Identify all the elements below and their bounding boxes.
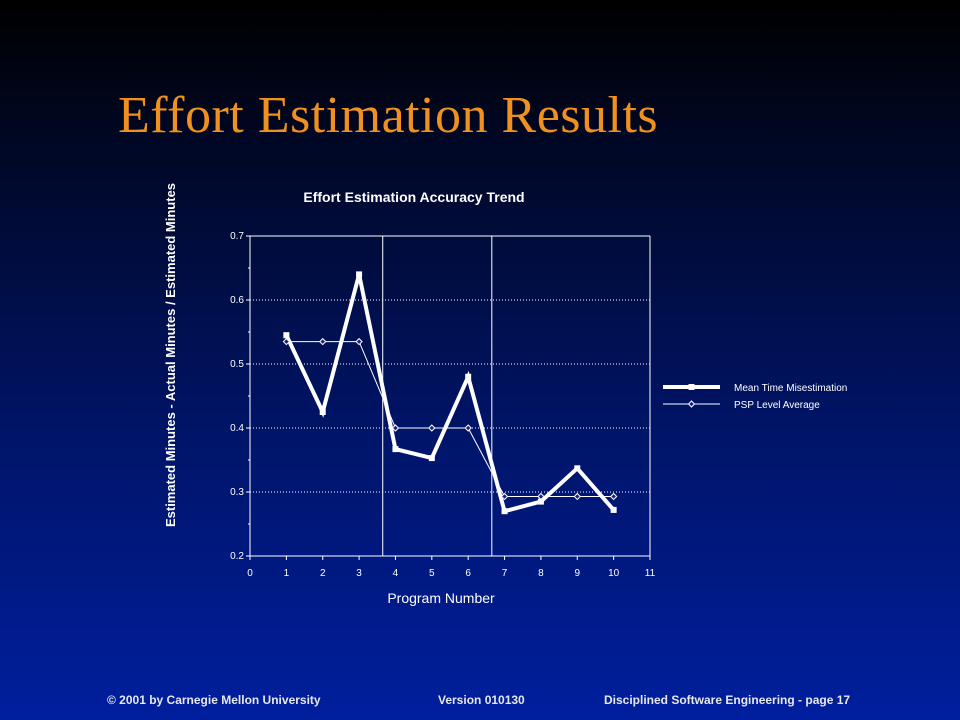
x-tick-label: 7	[502, 568, 508, 579]
data-point-psp-level	[573, 492, 581, 501]
x-tick-label: 2	[320, 568, 326, 579]
data-point-psp-level	[428, 424, 436, 432]
axes: 0.2 0.3 0.4 0.5 0.6 0.7 0 1 2 3 4 5 6 7 8 9 10 11	[230, 231, 656, 579]
data-point-mean-time	[283, 332, 290, 339]
y-tick-label: 0.5	[230, 359, 244, 370]
series-mean-time-misestimation	[284, 273, 616, 514]
data-point-mean-time	[537, 498, 544, 505]
data-point-psp-level	[355, 337, 363, 346]
y-axis-title: Estimated Minutes - Actual Minutes / Est…	[163, 183, 178, 527]
y-tick-label: 0.6	[230, 295, 244, 306]
chart-title: Effort Estimation Accuracy Trend	[303, 189, 524, 205]
y-tick-label: 0.7	[230, 231, 244, 242]
series-lines	[282, 271, 618, 515]
x-tick-label: 0	[247, 568, 253, 579]
gridlines	[250, 235, 650, 556]
data-point-mean-time	[574, 465, 581, 472]
data-point-psp-level	[319, 337, 327, 346]
legend-label: PSP Level Average	[734, 400, 820, 411]
x-tick-label: 8	[538, 568, 544, 579]
footer-copyright: © 2001 by Carnegie Mellon University	[107, 693, 321, 707]
x-tick-label: 4	[393, 568, 399, 579]
data-point-mean-time	[392, 446, 399, 453]
legend-marker-psp-level	[687, 400, 696, 408]
data-point-mean-time	[319, 409, 326, 415]
x-tick-label: 6	[465, 568, 471, 579]
y-tick-label: 0.2	[230, 551, 244, 562]
data-point-mean-time	[501, 508, 508, 515]
data-point-psp-level	[500, 492, 509, 501]
y-tick-label: 0.3	[230, 487, 244, 498]
data-point-psp-level	[609, 492, 618, 501]
legend-marker-mean-time	[688, 384, 695, 390]
data-point-mean-time	[465, 373, 472, 380]
slide-title: Effort Estimation Results	[118, 87, 659, 144]
x-tick-label: 3	[356, 568, 362, 579]
footer-version: Version 010130	[438, 693, 525, 707]
x-tick-label: 1	[284, 568, 290, 579]
series-psp-level-average	[286, 341, 614, 497]
x-axis-title: Program Number	[387, 590, 495, 606]
data-point-mean-time	[356, 271, 363, 278]
x-tick-label: 9	[574, 568, 580, 579]
legend-label: Mean Time Misestimation	[734, 383, 847, 394]
data-point-mean-time	[428, 455, 435, 462]
x-tick-label: 10	[608, 568, 620, 579]
x-tick-label: 11	[645, 568, 656, 579]
data-point-psp-level	[464, 424, 472, 432]
legend: Mean Time Misestimation PSP Level Average	[663, 383, 847, 411]
footer-page: Disciplined Software Engineering - page …	[604, 693, 851, 707]
y-tick-label: 0.4	[230, 423, 244, 434]
x-tick-label: 5	[429, 568, 435, 579]
data-point-psp-level	[391, 424, 400, 432]
data-point-mean-time	[610, 506, 617, 513]
data-point-psp-level	[282, 337, 291, 346]
data-point-psp-level	[537, 492, 545, 501]
